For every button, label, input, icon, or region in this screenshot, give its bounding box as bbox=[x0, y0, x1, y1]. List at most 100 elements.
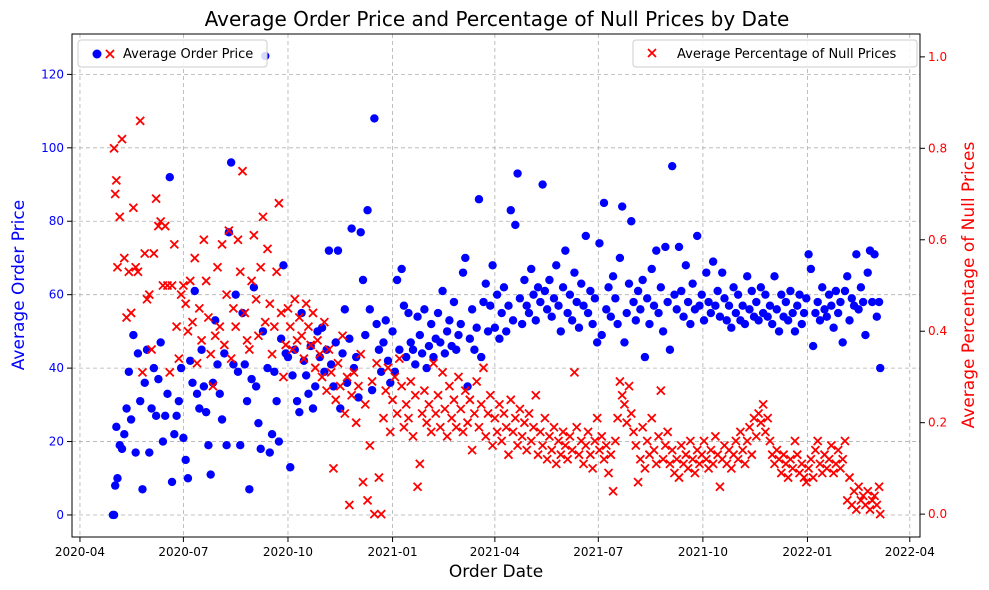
null-pct-point bbox=[349, 367, 359, 378]
price-point bbox=[843, 272, 852, 281]
price-point bbox=[109, 510, 119, 520]
price-point bbox=[124, 367, 134, 376]
null-pct-point bbox=[594, 445, 605, 455]
price-point bbox=[110, 481, 120, 490]
price-point bbox=[283, 352, 293, 362]
null-pct-point bbox=[526, 436, 536, 446]
price-point bbox=[667, 161, 677, 171]
null-pct-point bbox=[224, 225, 234, 236]
null-pct-point bbox=[301, 299, 311, 309]
price-point bbox=[577, 279, 586, 288]
price-point bbox=[558, 283, 568, 292]
price-point bbox=[122, 404, 131, 413]
null-pct-point bbox=[651, 459, 661, 469]
price-point bbox=[467, 305, 477, 314]
null-pct-point bbox=[765, 436, 775, 446]
legend-x-marker bbox=[105, 49, 115, 59]
x-tick-label: 2020-04 bbox=[55, 545, 105, 559]
null-pct-point bbox=[778, 450, 789, 460]
null-pct-point bbox=[828, 468, 839, 478]
y-axis-left: 0 20 40 60 80 100 120 bbox=[41, 67, 72, 522]
price-point bbox=[295, 407, 304, 417]
price-point bbox=[786, 286, 795, 296]
null-pct-point bbox=[667, 445, 677, 455]
null-pct-point bbox=[440, 404, 450, 414]
null-pct-point bbox=[326, 367, 336, 378]
price-point bbox=[752, 297, 761, 307]
price-point bbox=[818, 283, 827, 292]
price-point bbox=[831, 286, 841, 296]
null-pct-point bbox=[324, 344, 334, 355]
null-pct-point bbox=[512, 440, 523, 451]
price-point bbox=[599, 198, 609, 208]
price-point bbox=[863, 268, 872, 277]
y-left-tick-label: 20 bbox=[49, 435, 64, 449]
price-point bbox=[456, 319, 465, 329]
price-point bbox=[638, 275, 647, 285]
price-point bbox=[790, 327, 800, 336]
price-point bbox=[479, 297, 488, 307]
null-pct-point bbox=[167, 280, 177, 291]
price-point bbox=[379, 338, 388, 347]
price-point bbox=[611, 294, 620, 303]
price-point bbox=[167, 477, 177, 487]
price-point bbox=[304, 389, 313, 399]
null-pct-point bbox=[656, 386, 666, 396]
null-pct-point bbox=[476, 399, 486, 410]
null-pct-point bbox=[499, 408, 509, 419]
null-pct-point bbox=[397, 381, 407, 391]
null-pct-point bbox=[540, 413, 550, 423]
x-tick-label: 2021-04 bbox=[470, 545, 520, 559]
null-pct-point bbox=[274, 198, 284, 208]
price-point bbox=[527, 264, 536, 274]
null-pct-point bbox=[451, 422, 461, 432]
null-pct-point bbox=[419, 386, 430, 396]
price-point bbox=[852, 250, 861, 259]
null-pct-point bbox=[258, 212, 268, 222]
null-pct-point bbox=[635, 454, 646, 464]
price-point bbox=[433, 308, 443, 318]
price-point bbox=[874, 297, 884, 307]
price-point bbox=[797, 319, 806, 329]
price-point bbox=[126, 415, 136, 424]
price-point bbox=[392, 275, 402, 285]
null-pct-point bbox=[676, 440, 686, 451]
null-pct-point bbox=[433, 390, 443, 400]
null-pct-point bbox=[619, 399, 630, 410]
price-point bbox=[661, 242, 670, 252]
price-point bbox=[399, 301, 409, 310]
null-pct-point bbox=[196, 335, 207, 346]
x-tick-label: 2021-07 bbox=[573, 545, 623, 559]
null-pct-point bbox=[853, 482, 864, 492]
price-point bbox=[645, 319, 654, 329]
price-point bbox=[781, 297, 791, 307]
null-pct-point bbox=[506, 395, 516, 405]
price-point bbox=[574, 323, 584, 332]
null-pct-point bbox=[221, 290, 232, 300]
null-pct-point bbox=[262, 244, 273, 254]
price-point bbox=[286, 463, 295, 472]
price-point bbox=[608, 272, 618, 281]
price-point bbox=[490, 323, 500, 332]
null-pct-point bbox=[294, 312, 304, 323]
price-point bbox=[145, 448, 154, 457]
null-pct-point bbox=[335, 381, 345, 391]
legend-left-label: Average Order Price bbox=[123, 47, 253, 62]
price-point bbox=[743, 272, 752, 281]
price-point bbox=[497, 308, 506, 318]
null-pct-point bbox=[628, 427, 639, 437]
null-pct-point bbox=[299, 354, 309, 364]
price-point bbox=[633, 286, 643, 296]
price-point bbox=[483, 327, 493, 336]
price-point bbox=[354, 393, 363, 402]
null-pct-point bbox=[631, 440, 641, 451]
null-pct-point bbox=[799, 472, 809, 483]
price-point bbox=[590, 294, 600, 303]
null-pct-point bbox=[542, 454, 552, 464]
null-pct-point bbox=[822, 463, 832, 474]
null-pct-point bbox=[708, 459, 718, 469]
price-point bbox=[604, 283, 613, 292]
price-point bbox=[761, 290, 770, 299]
null-pct-point bbox=[344, 500, 354, 510]
